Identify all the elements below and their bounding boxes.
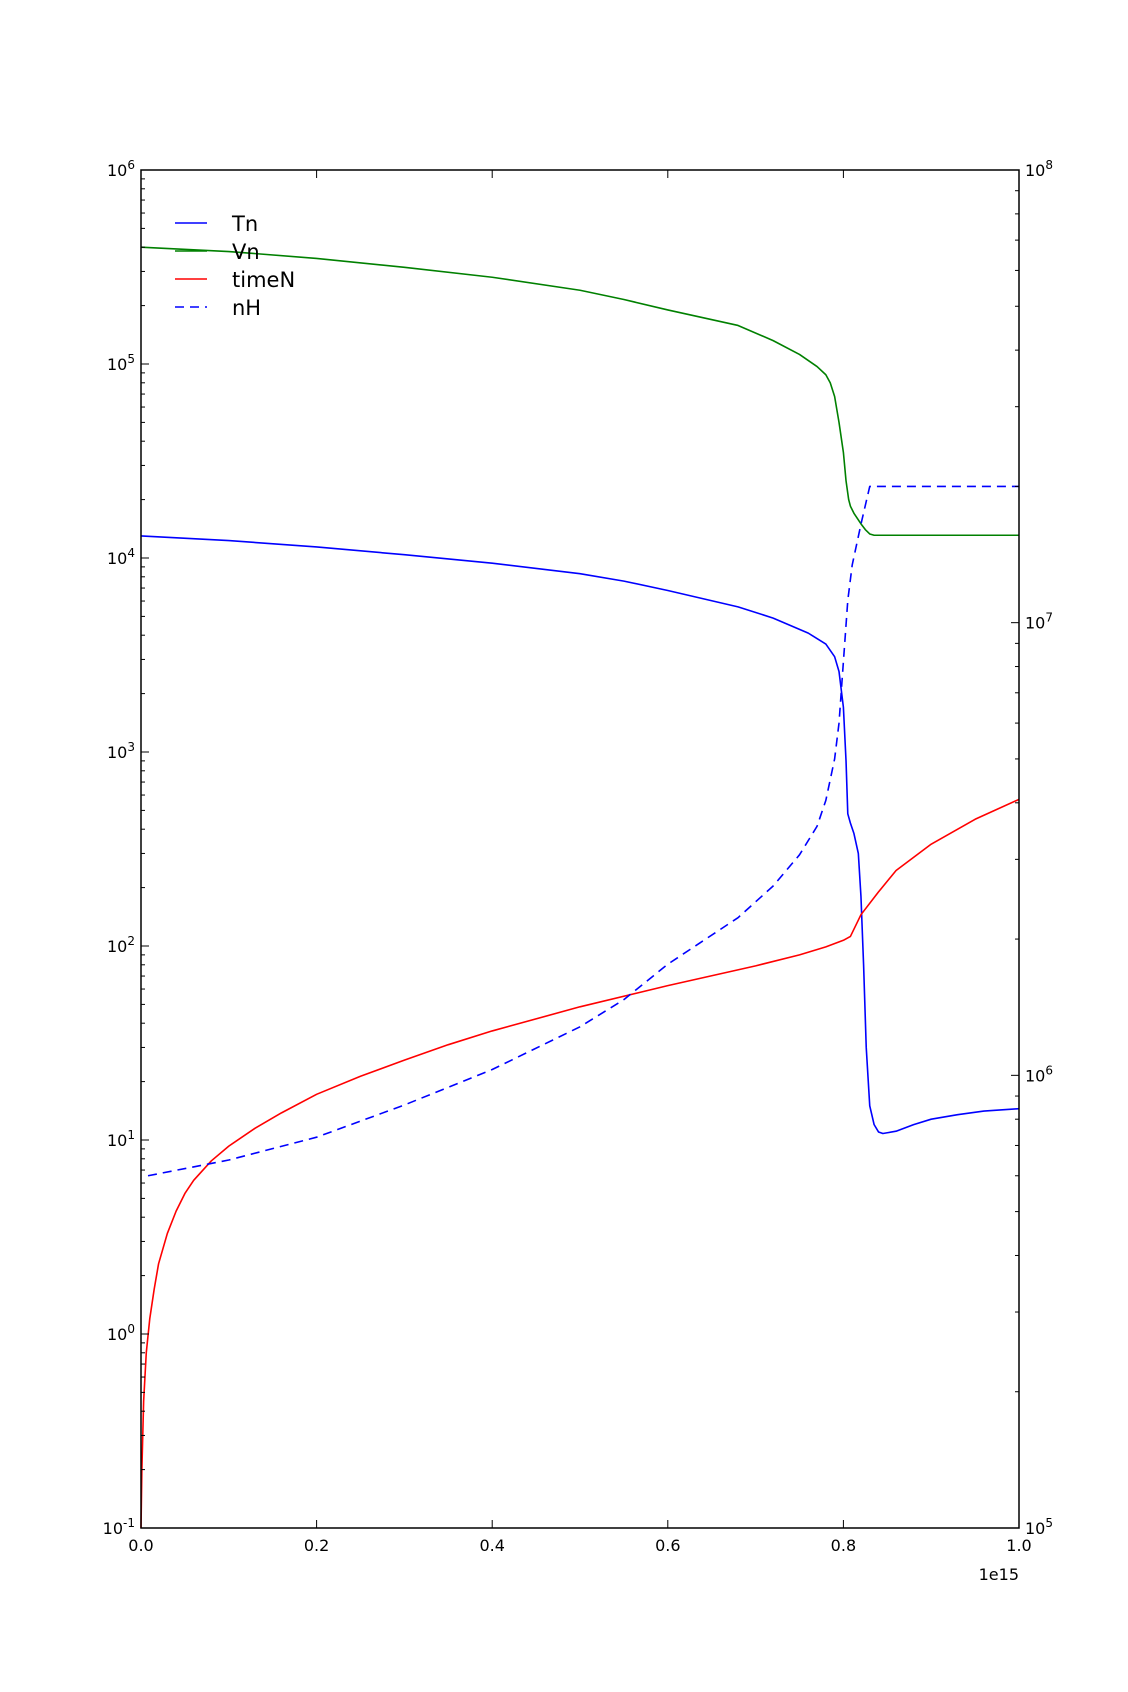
y-left-tick-label: 10-1 (103, 1516, 135, 1538)
x-tick-label: 1.0 (1006, 1536, 1031, 1555)
legend: Tn Vn timeN nH (175, 212, 295, 320)
y-right-tick-label: 105 (1025, 1516, 1053, 1538)
tick-base: 10 (107, 549, 127, 568)
tick-base: 10 (1025, 161, 1045, 180)
y-left-tick-label: 100 (107, 1322, 135, 1344)
x-axis-offset-label: 1e15 (979, 1565, 1019, 1584)
tick-base: 10 (1025, 1066, 1045, 1085)
legend-label-Vn: Vn (232, 240, 260, 264)
labels-layer: 0.0 0.2 0.4 0.6 0.8 1.010-1100101102103104105… (103, 158, 1053, 1555)
y-left-tick-label: 101 (107, 1128, 135, 1150)
plot-frame (140, 169, 1020, 1529)
series-line-timeN (140, 798, 1020, 1529)
ticks-layer (140, 169, 1020, 1529)
tick-exponent: 7 (1045, 611, 1053, 625)
tick-exponent: 6 (1045, 1063, 1053, 1077)
tick-exponent: 2 (127, 934, 135, 948)
tick-base: 10 (107, 743, 127, 762)
y-left-tick-label: 106 (107, 158, 135, 180)
tick-exponent: 3 (127, 740, 135, 754)
series-line-Tn (140, 535, 1020, 1135)
x-tick-label: 0.6 (655, 1536, 680, 1555)
tick-base: 10 (103, 1519, 123, 1538)
legend-label-nH: nH (232, 296, 261, 320)
y-left-tick-label: 105 (107, 352, 135, 374)
tick-exponent: 5 (1045, 1516, 1053, 1530)
y-right-tick-label: 106 (1025, 1063, 1053, 1085)
y-right-tick-label: 107 (1025, 611, 1053, 633)
tick-base: 10 (107, 355, 127, 374)
tick-base: 10 (107, 1131, 127, 1150)
series-layer (140, 246, 1020, 1529)
tick-exponent: -1 (123, 1516, 135, 1530)
x-tick-label: 0.0 (128, 1536, 153, 1555)
tick-exponent: 4 (127, 546, 135, 560)
legend-label-timeN: timeN (232, 268, 295, 292)
tick-exponent: 0 (127, 1322, 135, 1336)
y-left-tick-label: 104 (107, 546, 135, 568)
tick-base: 10 (107, 1325, 127, 1344)
tick-base: 10 (107, 161, 127, 180)
legend-label-Tn: Tn (231, 212, 258, 236)
series-line-nH (147, 485, 1019, 1177)
x-tick-label: 0.2 (304, 1536, 329, 1555)
series-line-Vn (140, 246, 1019, 537)
y-right-tick-label: 108 (1025, 158, 1053, 180)
tick-exponent: 6 (127, 158, 135, 172)
tick-exponent: 1 (127, 1128, 135, 1142)
tick-base: 10 (1025, 614, 1045, 633)
tick-base: 10 (107, 937, 127, 956)
y-left-tick-label: 102 (107, 934, 135, 956)
tick-base: 10 (1025, 1519, 1045, 1538)
tick-exponent: 5 (127, 352, 135, 366)
x-tick-label: 0.4 (479, 1536, 504, 1555)
x-tick-label: 0.8 (831, 1536, 856, 1555)
y-left-tick-label: 103 (107, 740, 135, 762)
tick-exponent: 8 (1045, 158, 1053, 172)
